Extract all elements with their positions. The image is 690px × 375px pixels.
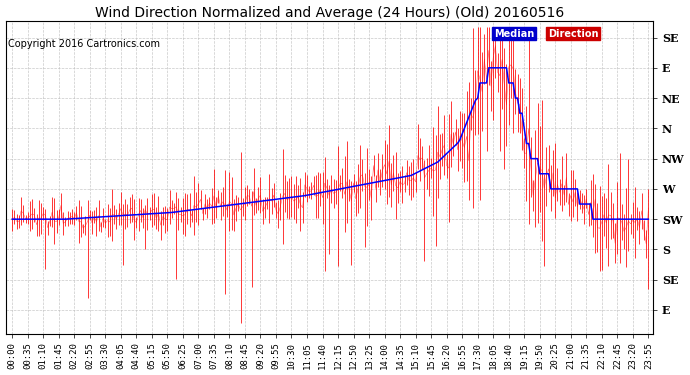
Title: Wind Direction Normalized and Average (24 Hours) (Old) 20160516: Wind Direction Normalized and Average (2…: [95, 6, 564, 20]
Text: Median: Median: [494, 28, 535, 39]
Text: Copyright 2016 Cartronics.com: Copyright 2016 Cartronics.com: [8, 39, 160, 50]
Text: Direction: Direction: [548, 28, 598, 39]
